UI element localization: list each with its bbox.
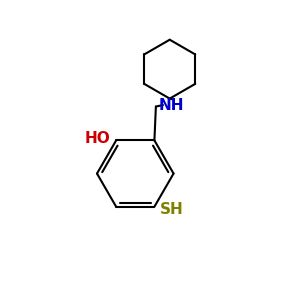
Text: SH: SH <box>160 202 184 217</box>
Text: NH: NH <box>158 98 184 112</box>
Text: HO: HO <box>85 131 111 146</box>
